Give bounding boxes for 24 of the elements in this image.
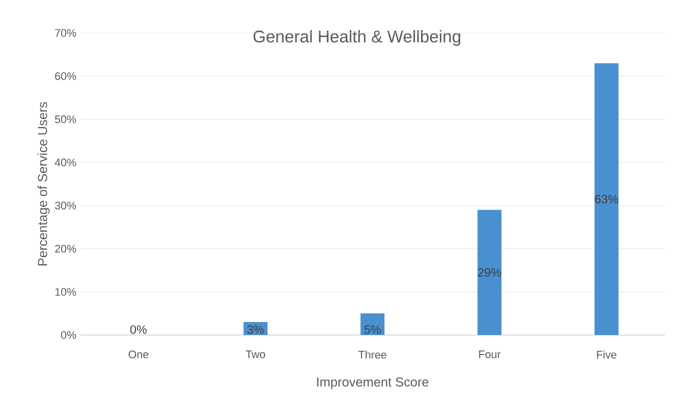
y-tick-label: 40% <box>54 158 76 166</box>
y-axis-title: Percentage of Service Users <box>38 102 50 266</box>
data-label: 3% <box>247 325 264 334</box>
bar <box>360 313 385 335</box>
data-label: 0% <box>130 325 147 334</box>
data-label: 63% <box>595 194 618 204</box>
data-label: 29% <box>478 268 502 277</box>
x-tick-label: One <box>128 350 148 358</box>
data-label: 5% <box>364 325 381 334</box>
y-tick-label: 60% <box>55 72 76 80</box>
y-tick-label: 10% <box>55 288 76 296</box>
bar <box>478 210 502 335</box>
y-tick-label: 20% <box>55 244 76 253</box>
bar <box>594 63 619 335</box>
x-tick-label: Four <box>479 350 501 358</box>
y-tick-label: 70% <box>55 29 76 37</box>
y-tick-label: 50% <box>54 115 76 124</box>
chart-title: General Health & Wellbeing <box>254 30 460 46</box>
y-tick-label: 30% <box>54 202 76 210</box>
y-tick-label: 0% <box>61 331 76 339</box>
x-axis-title: Improvement Score <box>317 377 428 390</box>
x-tick-label: Two <box>246 350 266 358</box>
x-tick-label: Three <box>358 350 386 359</box>
x-tick-label: Five <box>597 350 616 359</box>
